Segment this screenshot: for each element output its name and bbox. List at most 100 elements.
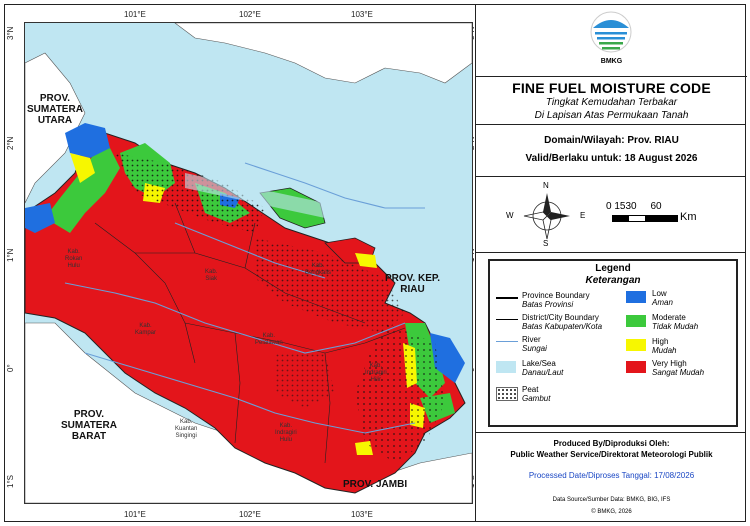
lon-tick-101-bottom: 101°E — [124, 510, 146, 519]
legend-item-very-high: Very High Sangat Mudah — [652, 359, 704, 377]
legend-label-moderate: Moderate — [652, 313, 686, 322]
legend-item-district: District/City Boundary Batas Kabupaten/Ko… — [522, 313, 602, 331]
domain-text: Domain/Wilayah: Prov. RIAU — [544, 135, 679, 146]
legend-label-low-id: Aman — [652, 298, 673, 307]
header-box: BMKG FINE FUEL MOISTURE CODE Tingkat Kem… — [475, 4, 747, 124]
peat-overlay-north — [115, 153, 265, 233]
footer-box: Produced By/Diproduksi Oleh: Public Weat… — [475, 432, 746, 522]
legend-item-river: River Sungai — [522, 335, 547, 353]
malaysia-land — [174, 23, 472, 84]
legend-swatch-peat — [496, 387, 518, 401]
legend-label-river-id: Sungai — [522, 344, 547, 353]
compass-s: S — [543, 239, 549, 248]
low-area-north — [65, 123, 110, 158]
legend-symbol-river — [496, 341, 518, 342]
scale-bar — [612, 215, 678, 222]
compass-w: W — [506, 211, 514, 220]
label-kampar: Kab. Kampar — [135, 323, 157, 336]
compass-e: E — [580, 211, 586, 220]
label-bengkalis: Kab. Bengkalis — [305, 263, 332, 276]
legend-label-lake-id: Danau/Laut — [522, 368, 564, 377]
legend-label-river: River — [522, 335, 541, 344]
map-canvas[interactable]: PROV. SUMATERA UTARA PROV. SUMATERA BARA… — [24, 22, 473, 504]
legend-box: Legend Keterangan Province Boundary Batas… — [488, 259, 738, 427]
bmkg-logo — [587, 10, 635, 58]
lon-tick-101: 101°E — [124, 10, 146, 19]
peat-overlay-east — [355, 323, 445, 463]
lon-tick-103-bottom: 103°E — [351, 510, 373, 519]
legend-symbol-province — [496, 297, 518, 299]
legend-label-very-high-id: Sangat Mudah — [652, 368, 705, 377]
legend-label-high: High — [652, 337, 669, 346]
legend-item-peat: Peat Gambut — [522, 385, 550, 403]
moderate-area-nw — [45, 148, 120, 233]
label-kepri: PROV. KEP. RIAU — [385, 273, 441, 295]
scale-unit: Km — [680, 211, 697, 223]
district-boundaries — [94, 202, 406, 464]
legend-item-province: Province Boundary Batas Provinsi — [522, 291, 590, 309]
legend-swatch-moderate — [626, 315, 646, 327]
valid-text: Valid/Berlaku untuk: 18 August 2026 — [525, 153, 698, 164]
label-sumut: PROV. SUMATERA UTARA — [27, 93, 83, 126]
legend-item-low: Low Aman — [652, 289, 673, 307]
label-inhil: Kab. Indragiri Hilir — [365, 363, 387, 383]
legend-section: Legend Keterangan Province Boundary Batas… — [475, 252, 746, 432]
legend-symbol-district — [496, 319, 518, 320]
data-source: Data Source/Sumber Data: BMKG, BIG, IFS — [552, 497, 671, 503]
lat-tick-3n: 3°N — [6, 26, 15, 40]
label-inhu: Kab. Indragiri Hulu — [275, 423, 297, 443]
legend-label-moderate-id: Tidak Mudah — [652, 322, 699, 331]
info-panel: BMKG FINE FUEL MOISTURE CODE Tingkat Kem… — [475, 4, 747, 522]
legend-item-lake: Lake/Sea Danau/Laut — [522, 359, 563, 377]
peat-overlay-central — [255, 238, 405, 333]
legend-label-district-id: Batas Kabupaten/Kota — [522, 322, 603, 331]
subtitle-2: Di Lapisan Atas Permukaan Tanah — [534, 110, 689, 121]
domain-box: Domain/Wilayah: Prov. RIAU Valid/Berlaku… — [475, 124, 746, 176]
lat-tick-1n: 1°N — [6, 248, 15, 262]
label-kuansing: Kab. Kuantan Singingi — [175, 419, 198, 439]
legend-label-peat-id: Gambut — [522, 394, 551, 403]
high-area-nw — [70, 153, 95, 183]
lat-tick-2n: 2°N — [6, 136, 15, 150]
label-jambi: PROV. JAMBI — [343, 479, 408, 490]
map-frame — [4, 4, 746, 522]
peat-overlay-south — [275, 353, 335, 408]
label-rokan-hulu: Kab. Rokan Hulu — [65, 249, 83, 269]
lon-tick-102-bottom: 102°E — [239, 510, 261, 519]
processed-date: Processed Date/Diproses Tanggal: 17/08/2… — [528, 471, 695, 480]
legend-label-province: Province Boundary — [522, 291, 590, 300]
produced-by: Produced By/Diproduksi Oleh: — [553, 439, 670, 448]
legend-swatch-lake — [496, 361, 516, 373]
label-siak: Kab. Siak — [205, 269, 218, 282]
logo-text: BMKG — [600, 58, 623, 65]
legend-label-province-id: Batas Provinsi — [522, 300, 574, 309]
legend-label-low: Low — [652, 289, 667, 298]
legend-item-high: High Mudah — [652, 337, 676, 355]
lon-tick-103: 103°E — [351, 10, 373, 19]
legend-label-high-id: Mudah — [652, 346, 677, 355]
legend-swatch-high — [626, 339, 646, 351]
scale-numbers: 0 1530 60 — [606, 201, 662, 212]
lat-tick-0: 0° — [6, 364, 15, 372]
low-area-nw — [25, 203, 55, 233]
legend-swatch-very-high — [626, 361, 646, 373]
legend-subtitle: Keterangan — [585, 275, 641, 286]
lat-tick-1s: 1°S — [6, 475, 15, 488]
north-arrow-icon — [514, 183, 580, 249]
legend-label-lake: Lake/Sea — [522, 359, 556, 368]
map-svg — [25, 23, 472, 503]
service-name: Public Weather Service/Direktorat Meteor… — [510, 450, 713, 459]
map-panel: 101°E 102°E 103°E 101°E 102°E 103°E 3°N … — [4, 4, 476, 522]
label-pelalawan: Kab. Pelalawan — [255, 333, 283, 346]
strait — [185, 173, 472, 228]
legend-item-moderate: Moderate Tidak Mudah — [652, 313, 698, 331]
map-title: FINE FUEL MOISTURE CODE — [476, 76, 747, 96]
compass-n: N — [543, 181, 549, 190]
compass-box: N S E W 0 1530 60 Km — [475, 176, 746, 252]
legend-title: Legend — [595, 263, 631, 274]
legend-label-very-high: Very High — [652, 359, 687, 368]
copyright: © BMKG, 2026 — [591, 509, 632, 515]
legend-label-peat: Peat — [522, 385, 539, 394]
legend-swatch-low — [626, 291, 646, 303]
label-sumbar: PROV. SUMATERA BARAT — [61, 409, 117, 442]
